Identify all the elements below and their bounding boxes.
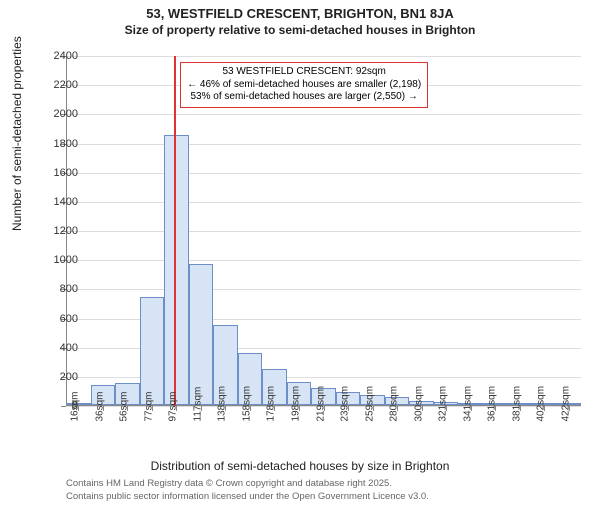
gridline bbox=[66, 56, 581, 57]
gridline bbox=[66, 144, 581, 145]
y-axis-label: Number of semi-detached properties bbox=[10, 36, 24, 231]
ytick-label: 400 bbox=[38, 342, 78, 354]
annot-line-prop: 53 WESTFIELD CRESCENT: 92sqm bbox=[187, 66, 421, 79]
ytick-label: 800 bbox=[38, 283, 78, 295]
ytick-label: 2000 bbox=[38, 108, 78, 120]
ytick-label: 600 bbox=[38, 313, 78, 325]
annot-line-larger: 53% of semi-detached houses are larger (… bbox=[187, 91, 421, 104]
gridline bbox=[66, 114, 581, 115]
gridline bbox=[66, 173, 581, 174]
footer-copyright-1: Contains HM Land Registry data © Crown c… bbox=[66, 478, 581, 489]
histogram-plot: 53 WESTFIELD CRESCENT: 92sqm← 46% of sem… bbox=[66, 56, 581, 406]
chart-title-address: 53, WESTFIELD CRESCENT, BRIGHTON, BN1 8J… bbox=[0, 6, 600, 21]
ytick-label: 2200 bbox=[38, 79, 78, 91]
ytick-label: 1800 bbox=[38, 138, 78, 150]
ytick-label: 200 bbox=[38, 371, 78, 383]
gridline bbox=[66, 289, 581, 290]
ytick-label: 1000 bbox=[38, 254, 78, 266]
property-annotation: 53 WESTFIELD CRESCENT: 92sqm← 46% of sem… bbox=[180, 62, 428, 108]
footer-copyright-2: Contains public sector information licen… bbox=[66, 491, 581, 502]
histogram-bar bbox=[189, 264, 214, 405]
ytick-label: 1600 bbox=[38, 167, 78, 179]
gridline bbox=[66, 260, 581, 261]
chart-subtitle: Size of property relative to semi-detach… bbox=[0, 23, 600, 37]
histogram-bar bbox=[140, 297, 165, 405]
property-marker-line bbox=[174, 56, 176, 406]
annot-line-smaller: ← 46% of semi-detached houses are smalle… bbox=[187, 79, 421, 92]
ytick-label: 1200 bbox=[38, 225, 78, 237]
ytick-label: 2400 bbox=[38, 50, 78, 62]
ytick-label: 1400 bbox=[38, 196, 78, 208]
x-axis-label: Distribution of semi-detached houses by … bbox=[0, 459, 600, 473]
gridline bbox=[66, 231, 581, 232]
histogram-bar bbox=[164, 135, 189, 405]
gridline bbox=[66, 202, 581, 203]
